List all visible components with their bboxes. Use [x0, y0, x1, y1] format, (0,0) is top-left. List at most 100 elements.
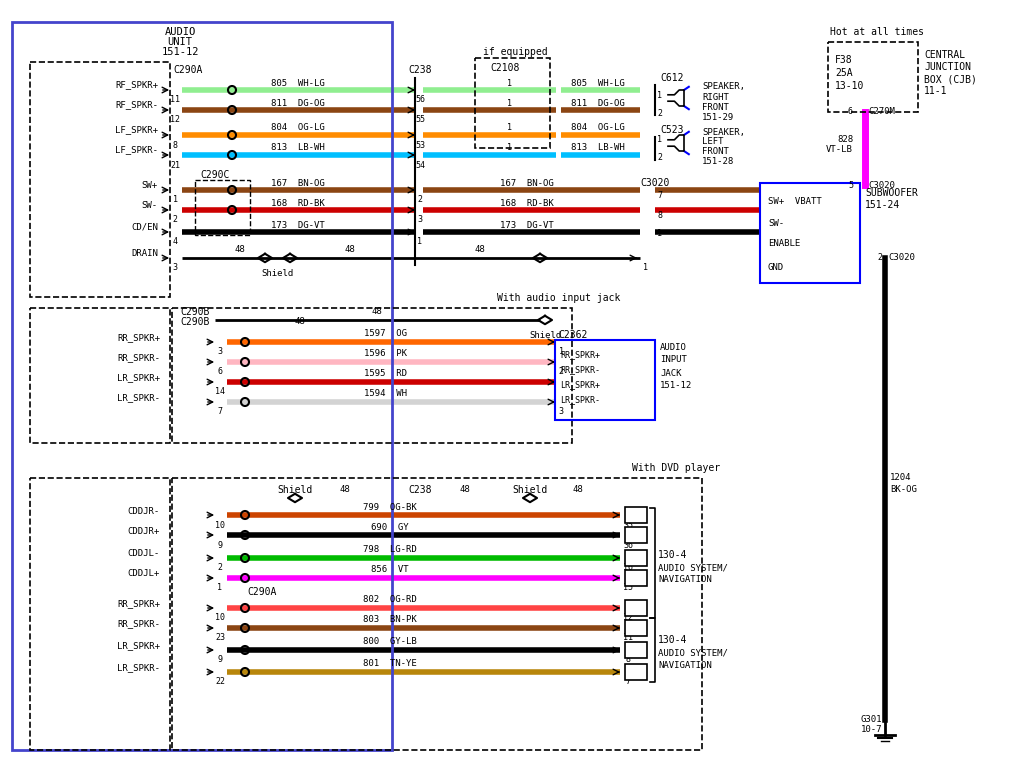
Text: RF_SPKR+: RF_SPKR+	[115, 81, 158, 90]
Text: 167  BN-OG: 167 BN-OG	[500, 178, 554, 187]
Text: 21: 21	[170, 161, 180, 170]
Text: 11: 11	[623, 634, 633, 643]
Text: RR_SPKR+: RR_SPKR+	[560, 350, 600, 359]
Text: 2: 2	[558, 368, 563, 376]
Text: 10-7: 10-7	[860, 726, 882, 734]
Text: FRONT: FRONT	[702, 147, 729, 157]
Text: AUDIO: AUDIO	[165, 27, 196, 37]
Text: 1596  PK: 1596 PK	[364, 349, 407, 359]
Text: INPUT: INPUT	[660, 356, 687, 365]
Text: C: C	[633, 623, 639, 633]
Bar	[625, 642, 647, 658]
Text: C3020: C3020	[868, 180, 895, 190]
Text: RIGHT: RIGHT	[702, 92, 729, 101]
Text: 35: 35	[623, 521, 633, 529]
Text: 1: 1	[508, 124, 512, 133]
Text: 803  BN-PK: 803 BN-PK	[364, 615, 417, 624]
Text: C3020: C3020	[640, 178, 670, 188]
Text: 130-4: 130-4	[658, 635, 687, 645]
Bar	[625, 600, 647, 616]
Text: LF_SPKR+: LF_SPKR+	[115, 125, 158, 134]
Text: LF_SPKR-: LF_SPKR-	[115, 145, 158, 154]
Text: AUDIO SYSTEM/: AUDIO SYSTEM/	[658, 564, 728, 572]
Text: 8: 8	[657, 210, 662, 220]
Text: CDDJR+: CDDJR+	[128, 527, 160, 535]
Text: Shield: Shield	[528, 330, 561, 339]
Text: C238: C238	[409, 65, 432, 75]
Bar	[555, 340, 655, 420]
Text: 173  DG-VT: 173 DG-VT	[500, 220, 554, 230]
Text: 151-24: 151-24	[865, 200, 900, 210]
Text: JUNCTION: JUNCTION	[924, 62, 971, 72]
Text: LR_SPKR+: LR_SPKR+	[117, 373, 160, 382]
Text: 690  GY: 690 GY	[371, 522, 409, 531]
Text: NAVIGATION: NAVIGATION	[658, 660, 712, 670]
Text: LR_SPKR-: LR_SPKR-	[117, 393, 160, 402]
Text: C270M: C270M	[868, 108, 895, 117]
Text: SUBWOOFER: SUBWOOFER	[865, 188, 918, 198]
Text: 11: 11	[170, 95, 180, 104]
Text: 14: 14	[215, 388, 225, 396]
Text: FRONT: FRONT	[702, 102, 729, 111]
Text: 53: 53	[415, 141, 425, 150]
Text: 168  RD-BK: 168 RD-BK	[500, 198, 554, 207]
Text: C612: C612	[660, 73, 683, 83]
Text: E: E	[633, 667, 639, 677]
Text: RR_SPKR-: RR_SPKR-	[560, 366, 600, 375]
Text: 2: 2	[657, 154, 662, 163]
Text: K: K	[633, 573, 639, 583]
Text: BK-OG: BK-OG	[890, 485, 916, 495]
Text: 1: 1	[508, 144, 512, 153]
Text: C290C: C290C	[200, 170, 229, 180]
Text: 3: 3	[558, 408, 563, 416]
Text: 7: 7	[626, 677, 631, 687]
Text: 1595  RD: 1595 RD	[364, 369, 407, 379]
Text: SW+  VBATT: SW+ VBATT	[768, 197, 821, 206]
Text: 1: 1	[172, 196, 177, 204]
Text: Shield: Shield	[262, 270, 294, 279]
Text: C238: C238	[409, 485, 432, 495]
Text: 10: 10	[215, 521, 225, 529]
Text: 25A: 25A	[835, 68, 853, 78]
Bar	[195, 180, 250, 235]
Text: 1: 1	[508, 98, 512, 108]
Text: 12: 12	[170, 115, 180, 124]
Text: 151-12: 151-12	[660, 382, 692, 390]
Text: 173  DG-VT: 173 DG-VT	[271, 220, 325, 230]
Text: GND: GND	[768, 263, 784, 273]
Text: 1: 1	[558, 347, 563, 356]
Text: 8: 8	[626, 656, 631, 664]
Text: 1: 1	[642, 263, 647, 273]
Text: 802  OG-RD: 802 OG-RD	[364, 595, 417, 604]
Text: 3: 3	[418, 216, 423, 224]
Text: RF_SPKR-: RF_SPKR-	[115, 101, 158, 110]
Text: LEFT: LEFT	[702, 137, 724, 147]
Bar	[828, 42, 918, 112]
Text: C290B: C290B	[180, 317, 209, 327]
Text: Shield: Shield	[278, 485, 312, 495]
Text: C290A: C290A	[247, 587, 276, 597]
Text: 48: 48	[295, 317, 305, 326]
Text: 167  BN-OG: 167 BN-OG	[271, 178, 325, 187]
Text: 2: 2	[217, 564, 222, 572]
Text: C2362: C2362	[558, 330, 588, 340]
Text: LR_SPKR+: LR_SPKR+	[117, 641, 160, 650]
Text: 15: 15	[623, 584, 633, 592]
Text: Hot at all times: Hot at all times	[830, 27, 924, 37]
Text: 3: 3	[217, 347, 222, 356]
Bar	[172, 308, 572, 443]
Text: if equipped: if equipped	[482, 47, 547, 57]
Text: C290B: C290B	[180, 307, 209, 317]
Text: 828: 828	[837, 135, 853, 144]
Text: 48: 48	[340, 485, 350, 495]
Bar	[172, 478, 702, 750]
Text: RR_SPKR-: RR_SPKR-	[117, 620, 160, 628]
Text: 54: 54	[415, 161, 425, 170]
Bar	[625, 550, 647, 566]
Bar	[30, 308, 170, 443]
Text: 1: 1	[217, 584, 222, 592]
Text: DRAIN: DRAIN	[131, 249, 158, 257]
Bar	[625, 620, 647, 636]
Text: G: G	[633, 510, 639, 520]
Text: 1204: 1204	[890, 474, 911, 482]
